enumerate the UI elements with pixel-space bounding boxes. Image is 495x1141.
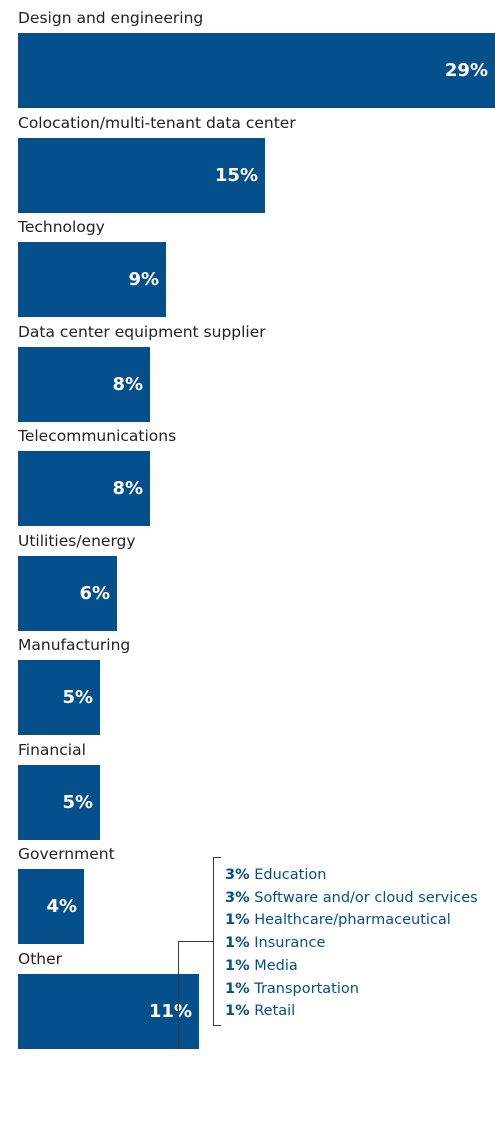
category-label: Government (18, 845, 115, 863)
bar-value-label: 5% (62, 791, 93, 813)
category-label: Financial (18, 740, 86, 759)
category-label: Data center equipment supplier (18, 322, 266, 341)
bar: 8% (18, 346, 150, 422)
bar-value-label: 8% (112, 373, 143, 395)
bar: 15% (18, 137, 265, 213)
bar: 6% (18, 555, 117, 631)
category-label: Design and engineering (18, 9, 204, 27)
category-label: Technology (18, 218, 105, 236)
bar: 5% (18, 764, 100, 840)
bar-value-label: 9% (128, 269, 159, 290)
bar: 5% (18, 660, 100, 735)
category-label: Other (18, 949, 63, 968)
bar-value-label: 8% (112, 478, 143, 499)
category-label: Utilities/energy (18, 531, 136, 550)
bar: 11% (18, 973, 199, 1049)
category-label: Manufacturing (18, 636, 131, 654)
bar: 4% (18, 869, 84, 944)
bar-value-label: 15% (214, 164, 258, 186)
category-label: Colocation/multi-tenant data center (18, 113, 296, 132)
bar: 9% (18, 242, 166, 317)
bar-value-label: 5% (62, 687, 93, 708)
bar-value-label: 4% (46, 896, 77, 917)
bar-value-label: 11% (148, 1000, 192, 1022)
bar-value-label: 6% (79, 582, 110, 604)
category-label: Telecommunications (18, 427, 177, 445)
bar: 29% (18, 33, 495, 108)
bar-value-label: 29% (444, 60, 488, 81)
bar: 8% (18, 451, 150, 526)
